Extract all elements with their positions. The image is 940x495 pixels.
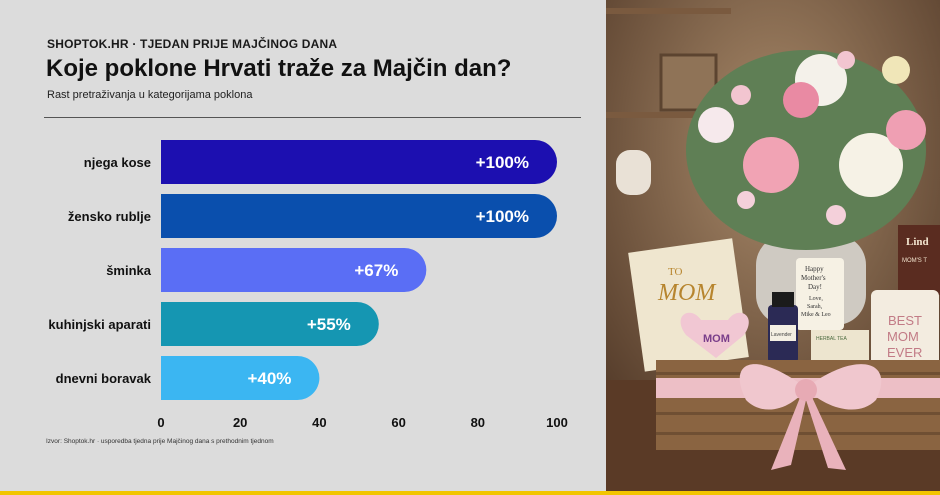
chart-panel: SHOPTOK.HR · TJEDAN PRIJE MAJČINOG DANA … (44, 37, 581, 445)
svg-text:Love,: Love, (809, 296, 823, 302)
category-label: kuhinjski aparati (48, 317, 151, 332)
svg-text:Sarah,: Sarah, (807, 304, 823, 310)
x-tick-label: 60 (391, 415, 405, 430)
category-label: šminka (106, 263, 152, 278)
greeting-card: TO MOM MOM (628, 238, 749, 372)
heart-icon (680, 312, 749, 358)
svg-text:HERBAL TEA: HERBAL TEA (816, 336, 848, 342)
oil-bottle: Lavender (768, 292, 798, 363)
svg-text:EVER: EVER (887, 345, 922, 360)
source-note: Izvor: Shoptok.hr · usporedba tjedna pri… (46, 438, 274, 445)
category-label: dnevni boravak (56, 371, 152, 386)
bar-3 (161, 302, 379, 346)
svg-text:Mother's: Mother's (801, 274, 826, 282)
subtitle: Rast pretraživanja u kategorijama poklon… (47, 89, 253, 101)
data-label: +67% (354, 261, 398, 280)
bar-1 (161, 194, 557, 238)
data-label: +100% (476, 207, 529, 226)
data-label: +100% (476, 153, 529, 172)
category-label: njega kose (84, 155, 151, 170)
vase (616, 150, 651, 195)
svg-text:Mike & Leo: Mike & Leo (801, 312, 831, 318)
x-tick-label: 0 (157, 415, 164, 430)
flowers (686, 50, 926, 250)
gift-basket-illustration: TO MOM MOM Happy Mother's Day! Love, Sar… (606, 0, 940, 491)
svg-text:BEST: BEST (888, 313, 922, 328)
card-mom-text: MOM (657, 280, 717, 306)
divider (44, 117, 581, 118)
page-title: Koje poklone Hrvati traže za Majčin dan? (46, 55, 512, 82)
mug: BEST MOM EVER (871, 290, 939, 368)
data-label: +55% (307, 315, 351, 334)
svg-text:Lind: Lind (906, 236, 929, 248)
gift-basket-photo: TO MOM MOM Happy Mother's Day! Love, Sar… (606, 0, 940, 491)
x-tick-label: 40 (312, 415, 326, 430)
bar-4 (161, 356, 320, 400)
card-to-text: TO (668, 266, 683, 278)
svg-text:MOM'S T: MOM'S T (902, 258, 927, 264)
svg-text:Happy: Happy (805, 265, 824, 273)
eyebrow: SHOPTOK.HR · TJEDAN PRIJE MAJČINOG DANA (47, 37, 338, 51)
x-tick-label: 80 (471, 415, 485, 430)
x-tick-label: 20 (233, 415, 247, 430)
accent-bar (0, 491, 940, 495)
heart-text: MOM (703, 333, 730, 345)
bar-2 (161, 248, 427, 292)
svg-text:Day!: Day! (808, 283, 822, 291)
x-tick-label: 100 (546, 415, 568, 430)
shelf (606, 8, 731, 14)
svg-text:Lavender: Lavender (771, 332, 792, 338)
category-label: žensko rublje (68, 209, 151, 224)
ribbon-bow (656, 364, 940, 470)
gift-tag: Happy Mother's Day! Love, Sarah, Mike & … (796, 258, 844, 330)
bar-chart: njega kose +100% žensko rublje +100% šminka +… (48, 140, 568, 430)
svg-text:MOM: MOM (887, 329, 919, 344)
chocolate-box: Lind MOM'S T (898, 225, 940, 295)
data-label: +40% (247, 369, 291, 388)
bar-0 (161, 140, 557, 184)
shelf (606, 112, 726, 118)
